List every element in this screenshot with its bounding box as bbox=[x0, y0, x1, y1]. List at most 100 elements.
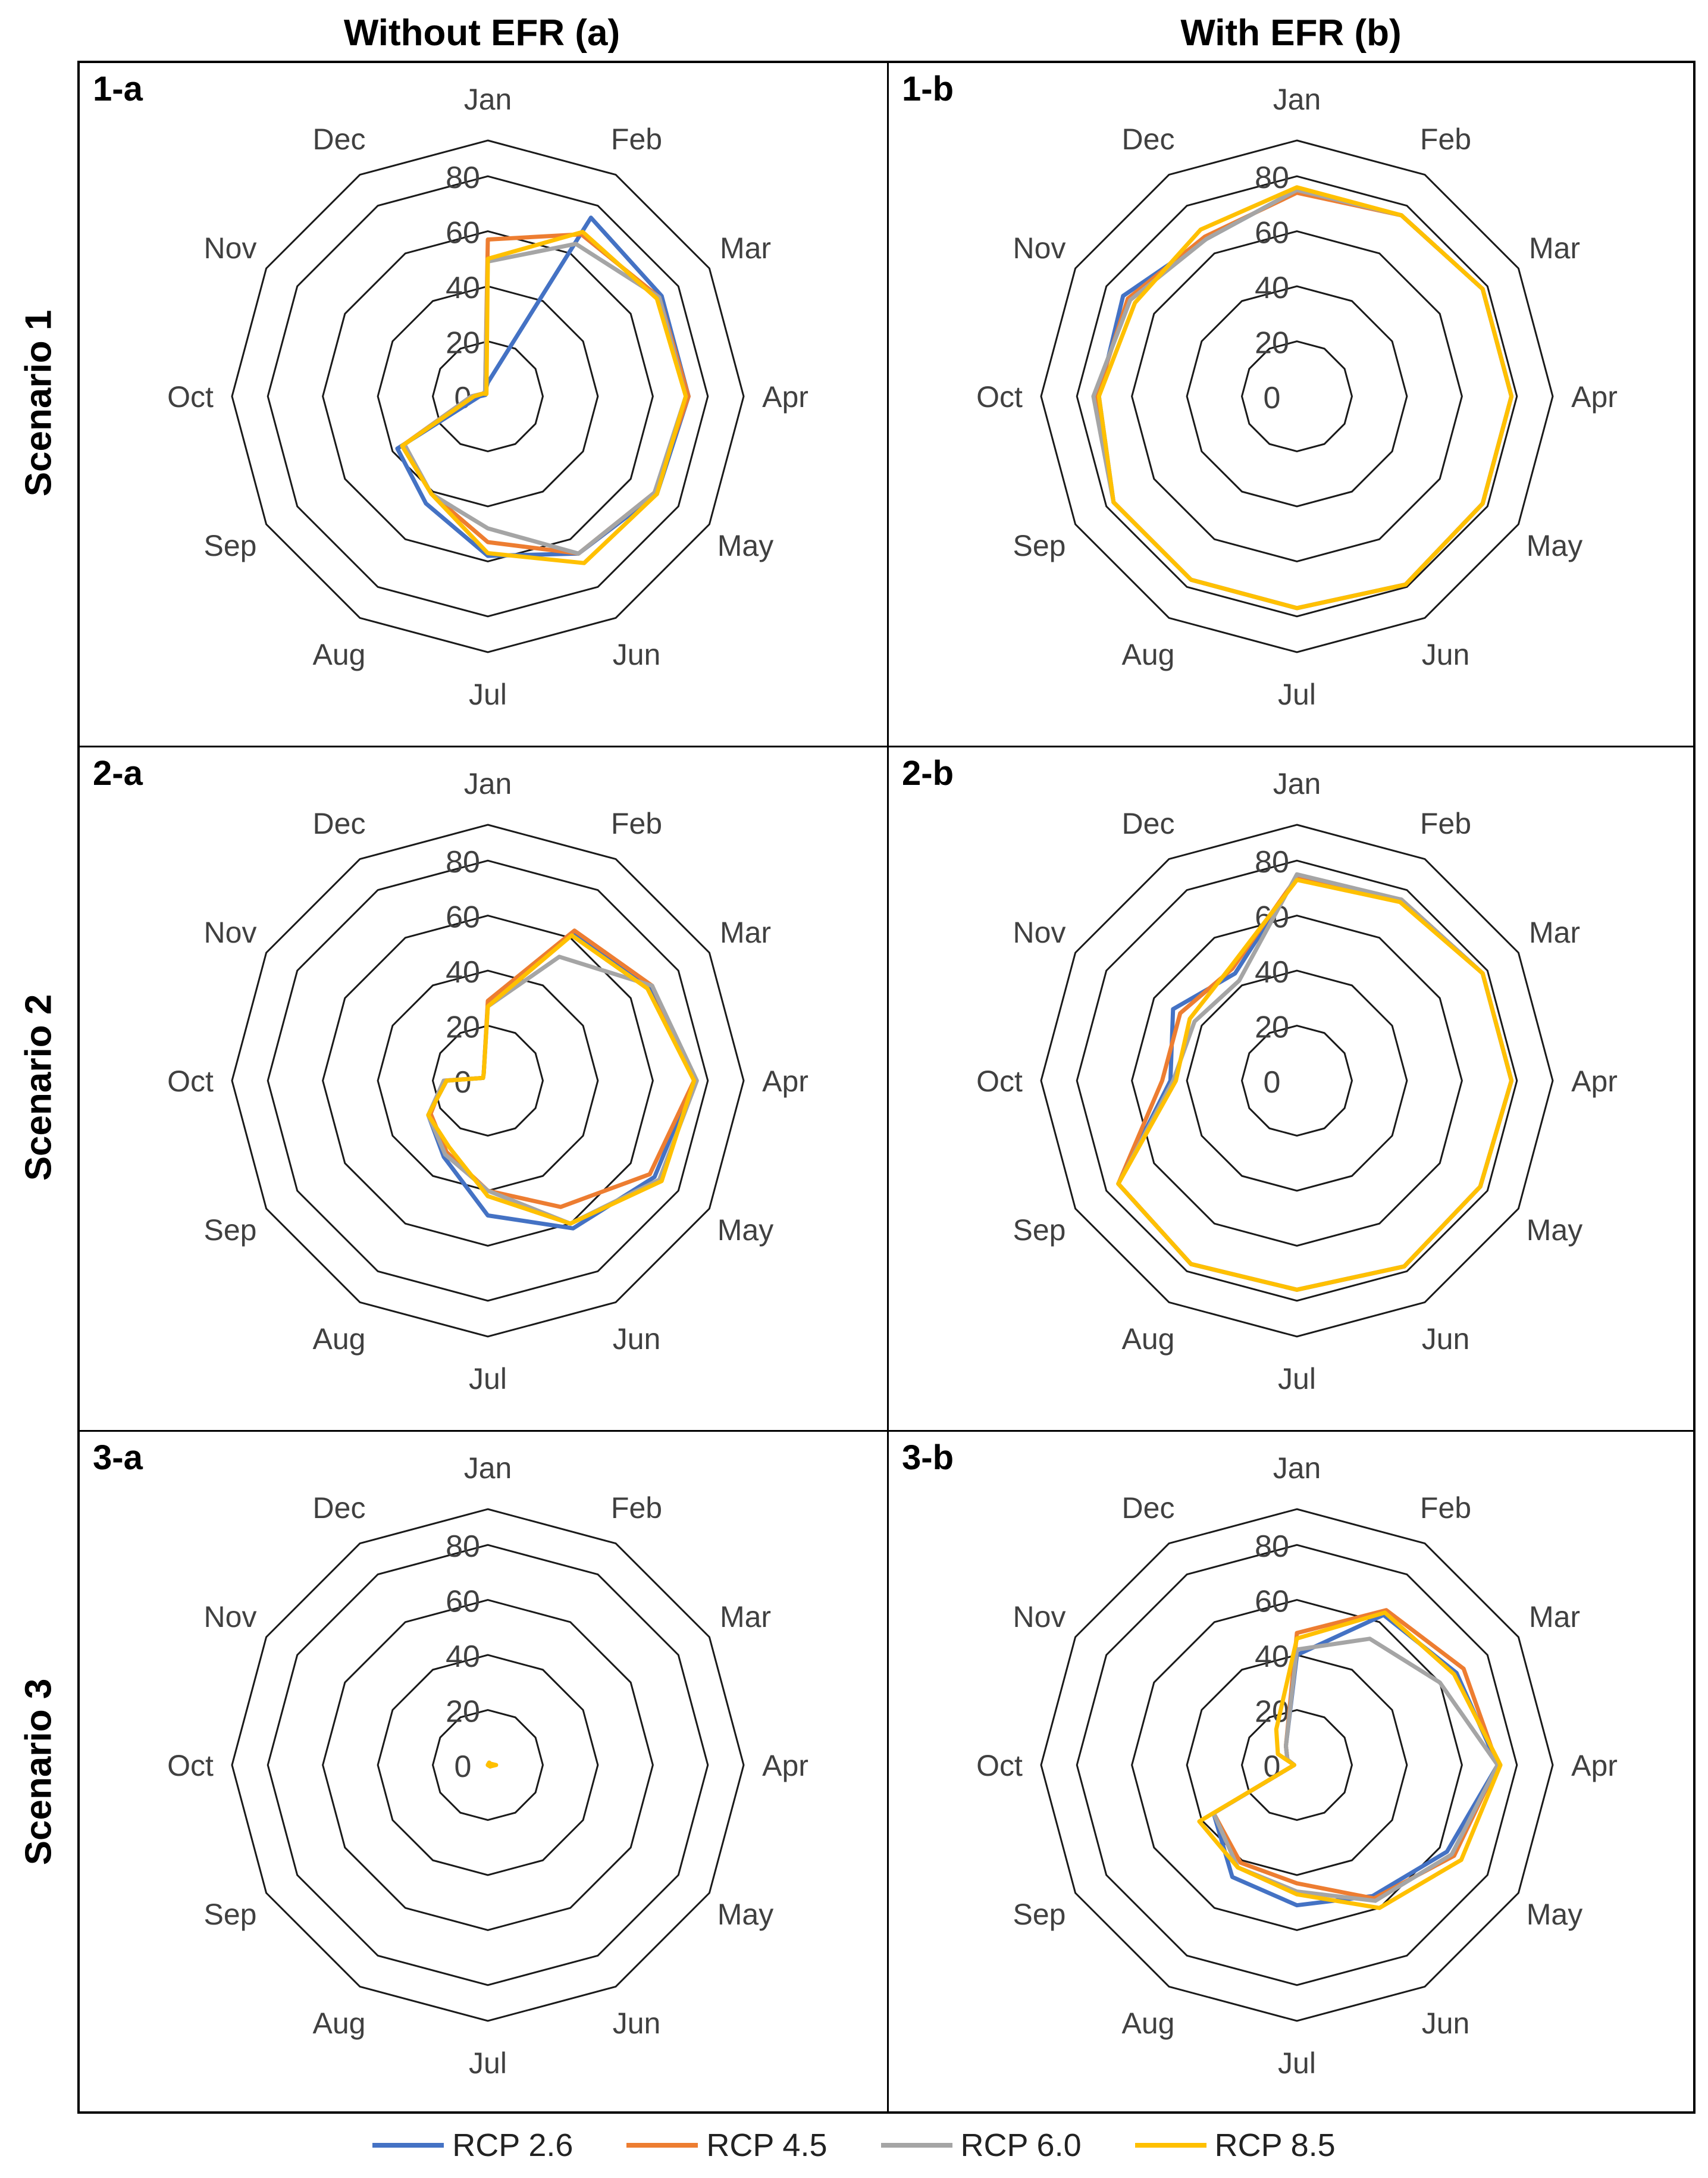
category-label-jan: Jan bbox=[464, 1451, 512, 1485]
legend: RCP 2.6 RCP 4.5 RCP 6.0 RCP 8.5 bbox=[0, 2121, 1708, 2169]
radial-tick-label: 40 bbox=[446, 271, 480, 305]
category-label-mar: Mar bbox=[720, 1600, 771, 1634]
grid-ring-20 bbox=[431, 1025, 544, 1137]
panel-label: 3-b bbox=[902, 1438, 954, 1477]
grid-ring-60 bbox=[322, 230, 654, 562]
category-label-jun: Jun bbox=[613, 2007, 661, 2040]
panel-label: 2-a bbox=[93, 754, 143, 793]
category-label-dec: Dec bbox=[1122, 1491, 1175, 1525]
radial-tick-label: 40 bbox=[446, 1639, 480, 1674]
category-label-feb: Feb bbox=[1420, 1491, 1471, 1525]
category-label-jun: Jun bbox=[1422, 2007, 1470, 2040]
row-header-scenario-3: Scenario 3 bbox=[0, 1429, 77, 2114]
category-label-jul: Jul bbox=[469, 2046, 507, 2080]
radar-chart-3-a: 0 20 40 60 80 Jan Feb Mar Apr May Jun Jul Aug Sep Oct N… bbox=[167, 1451, 808, 2080]
category-label-apr: Apr bbox=[1571, 1065, 1618, 1098]
grid-ring-40 bbox=[1186, 1654, 1408, 1876]
category-label-jun: Jun bbox=[613, 638, 661, 671]
radial-tick-label: 20 bbox=[446, 1010, 480, 1045]
category-label-jan: Jan bbox=[1273, 83, 1321, 116]
radial-tick-label: 40 bbox=[1255, 955, 1289, 990]
radial-tick-label: 0 bbox=[1264, 381, 1281, 415]
category-label-mar: Mar bbox=[1529, 1600, 1580, 1634]
category-label-jul: Jul bbox=[469, 1362, 507, 1395]
category-label-nov: Nov bbox=[204, 231, 257, 265]
grid-ring-20 bbox=[431, 1709, 544, 1822]
grid-ring-20 bbox=[1240, 1709, 1353, 1822]
grid-ring-40 bbox=[377, 1654, 599, 1876]
category-label-feb: Feb bbox=[611, 807, 662, 840]
category-label-aug: Aug bbox=[1122, 638, 1175, 671]
legend-label: RCP 6.0 bbox=[960, 2127, 1082, 2163]
category-label-apr: Apr bbox=[762, 1065, 808, 1098]
grid-ring-60 bbox=[322, 1599, 654, 1931]
radar-chart-1-a: 020406080JanFebMarAprMayJunJulAugSepOctN… bbox=[167, 83, 808, 711]
radial-tick-label: 40 bbox=[1255, 271, 1289, 305]
category-label-may: May bbox=[1527, 1213, 1582, 1247]
category-label-may: May bbox=[1527, 529, 1582, 562]
category-label-aug: Aug bbox=[313, 638, 366, 671]
grid-ring-80 bbox=[267, 1544, 709, 1986]
category-label-feb: Feb bbox=[611, 1491, 662, 1525]
category-label-jul: Jul bbox=[469, 678, 507, 711]
legend-item-rcp-4-5: RCP 4.5 bbox=[626, 2127, 828, 2164]
radial-tick-label: 80 bbox=[1255, 161, 1289, 195]
grid-ring-40 bbox=[1186, 285, 1408, 508]
radial-tick-label: 80 bbox=[446, 161, 480, 195]
category-label-apr: Apr bbox=[762, 1749, 808, 1782]
category-label-jun: Jun bbox=[1422, 638, 1470, 671]
category-label-jun: Jun bbox=[1422, 1322, 1470, 1356]
series-line-rcp-8-5 bbox=[1116, 878, 1514, 1292]
radial-tick-label: 20 bbox=[1255, 326, 1289, 361]
panel-label: 1-a bbox=[93, 70, 143, 108]
legend-swatch bbox=[372, 2143, 444, 2148]
legend-label: RCP 2.6 bbox=[452, 2127, 573, 2163]
series-line-rcp-8-5 bbox=[400, 230, 688, 565]
category-label-may: May bbox=[717, 1213, 773, 1247]
category-label-aug: Aug bbox=[313, 2007, 366, 2040]
category-label-jul: Jul bbox=[1278, 1362, 1316, 1395]
category-label-sep: Sep bbox=[1013, 1213, 1066, 1247]
category-label-mar: Mar bbox=[1529, 916, 1580, 949]
radial-tick-label: 0 bbox=[455, 1750, 472, 1784]
category-label-jun: Jun bbox=[613, 1322, 661, 1356]
radial-tick-label: 60 bbox=[1255, 1585, 1289, 1619]
column-header-with-efr: With EFR (b) bbox=[1180, 12, 1402, 54]
grid-ring-80 bbox=[267, 175, 709, 618]
radial-tick-label: 20 bbox=[446, 1695, 480, 1729]
panel-3-a: 0 20 40 60 80 Jan Feb Mar Apr May Jun Jul Aug Sep Oct N… bbox=[80, 1432, 889, 2111]
panel-2-a: 0 20 40 60 80 Jan Feb Mar Apr May Jun Jul Aug Sep Oct N… bbox=[80, 747, 889, 1432]
category-label-oct: Oct bbox=[167, 1065, 214, 1098]
legend-label: RCP 4.5 bbox=[706, 2127, 828, 2163]
grid-ring-80 bbox=[1076, 1544, 1518, 1986]
radial-tick-label: 80 bbox=[446, 1529, 480, 1564]
category-label-nov: Nov bbox=[1013, 916, 1066, 949]
radial-tick-label: 60 bbox=[1255, 216, 1289, 251]
grid-ring-20 bbox=[1240, 340, 1353, 453]
category-label-mar: Mar bbox=[1529, 231, 1580, 265]
series-line-rcp-4-5 bbox=[1116, 875, 1514, 1292]
category-label-mar: Mar bbox=[720, 916, 771, 949]
category-label-sep: Sep bbox=[204, 1213, 257, 1247]
category-label-dec: Dec bbox=[313, 1491, 366, 1525]
grid-ring-outer bbox=[1040, 824, 1554, 1338]
radial-tick-label: 40 bbox=[1255, 1639, 1289, 1674]
chart-grid: 0 20 40 60 80 Jan Feb Mar Apr May Jun Jul Aug Sep Oct N… bbox=[77, 61, 1696, 2114]
category-label-oct: Oct bbox=[167, 380, 214, 414]
series-line-rcp-8-5 bbox=[1197, 1610, 1503, 1910]
category-label-nov: Nov bbox=[204, 916, 257, 949]
category-label-jan: Jan bbox=[464, 83, 512, 116]
series-line-rcp-8-5 bbox=[485, 1760, 499, 1769]
category-label-dec: Dec bbox=[313, 807, 366, 840]
category-label-feb: Feb bbox=[611, 123, 662, 156]
grid-ring-80 bbox=[267, 859, 709, 1302]
category-label-jan: Jan bbox=[1273, 767, 1321, 800]
category-label-apr: Apr bbox=[762, 380, 808, 414]
series-line-rcp-8-5 bbox=[426, 933, 697, 1226]
category-label-apr: Apr bbox=[1571, 380, 1618, 414]
category-label-aug: Aug bbox=[1122, 1322, 1175, 1356]
category-label-feb: Feb bbox=[1420, 807, 1471, 840]
category-label-sep: Sep bbox=[204, 529, 257, 562]
grid-ring-outer bbox=[231, 1508, 745, 2022]
legend-swatch bbox=[880, 2143, 952, 2148]
